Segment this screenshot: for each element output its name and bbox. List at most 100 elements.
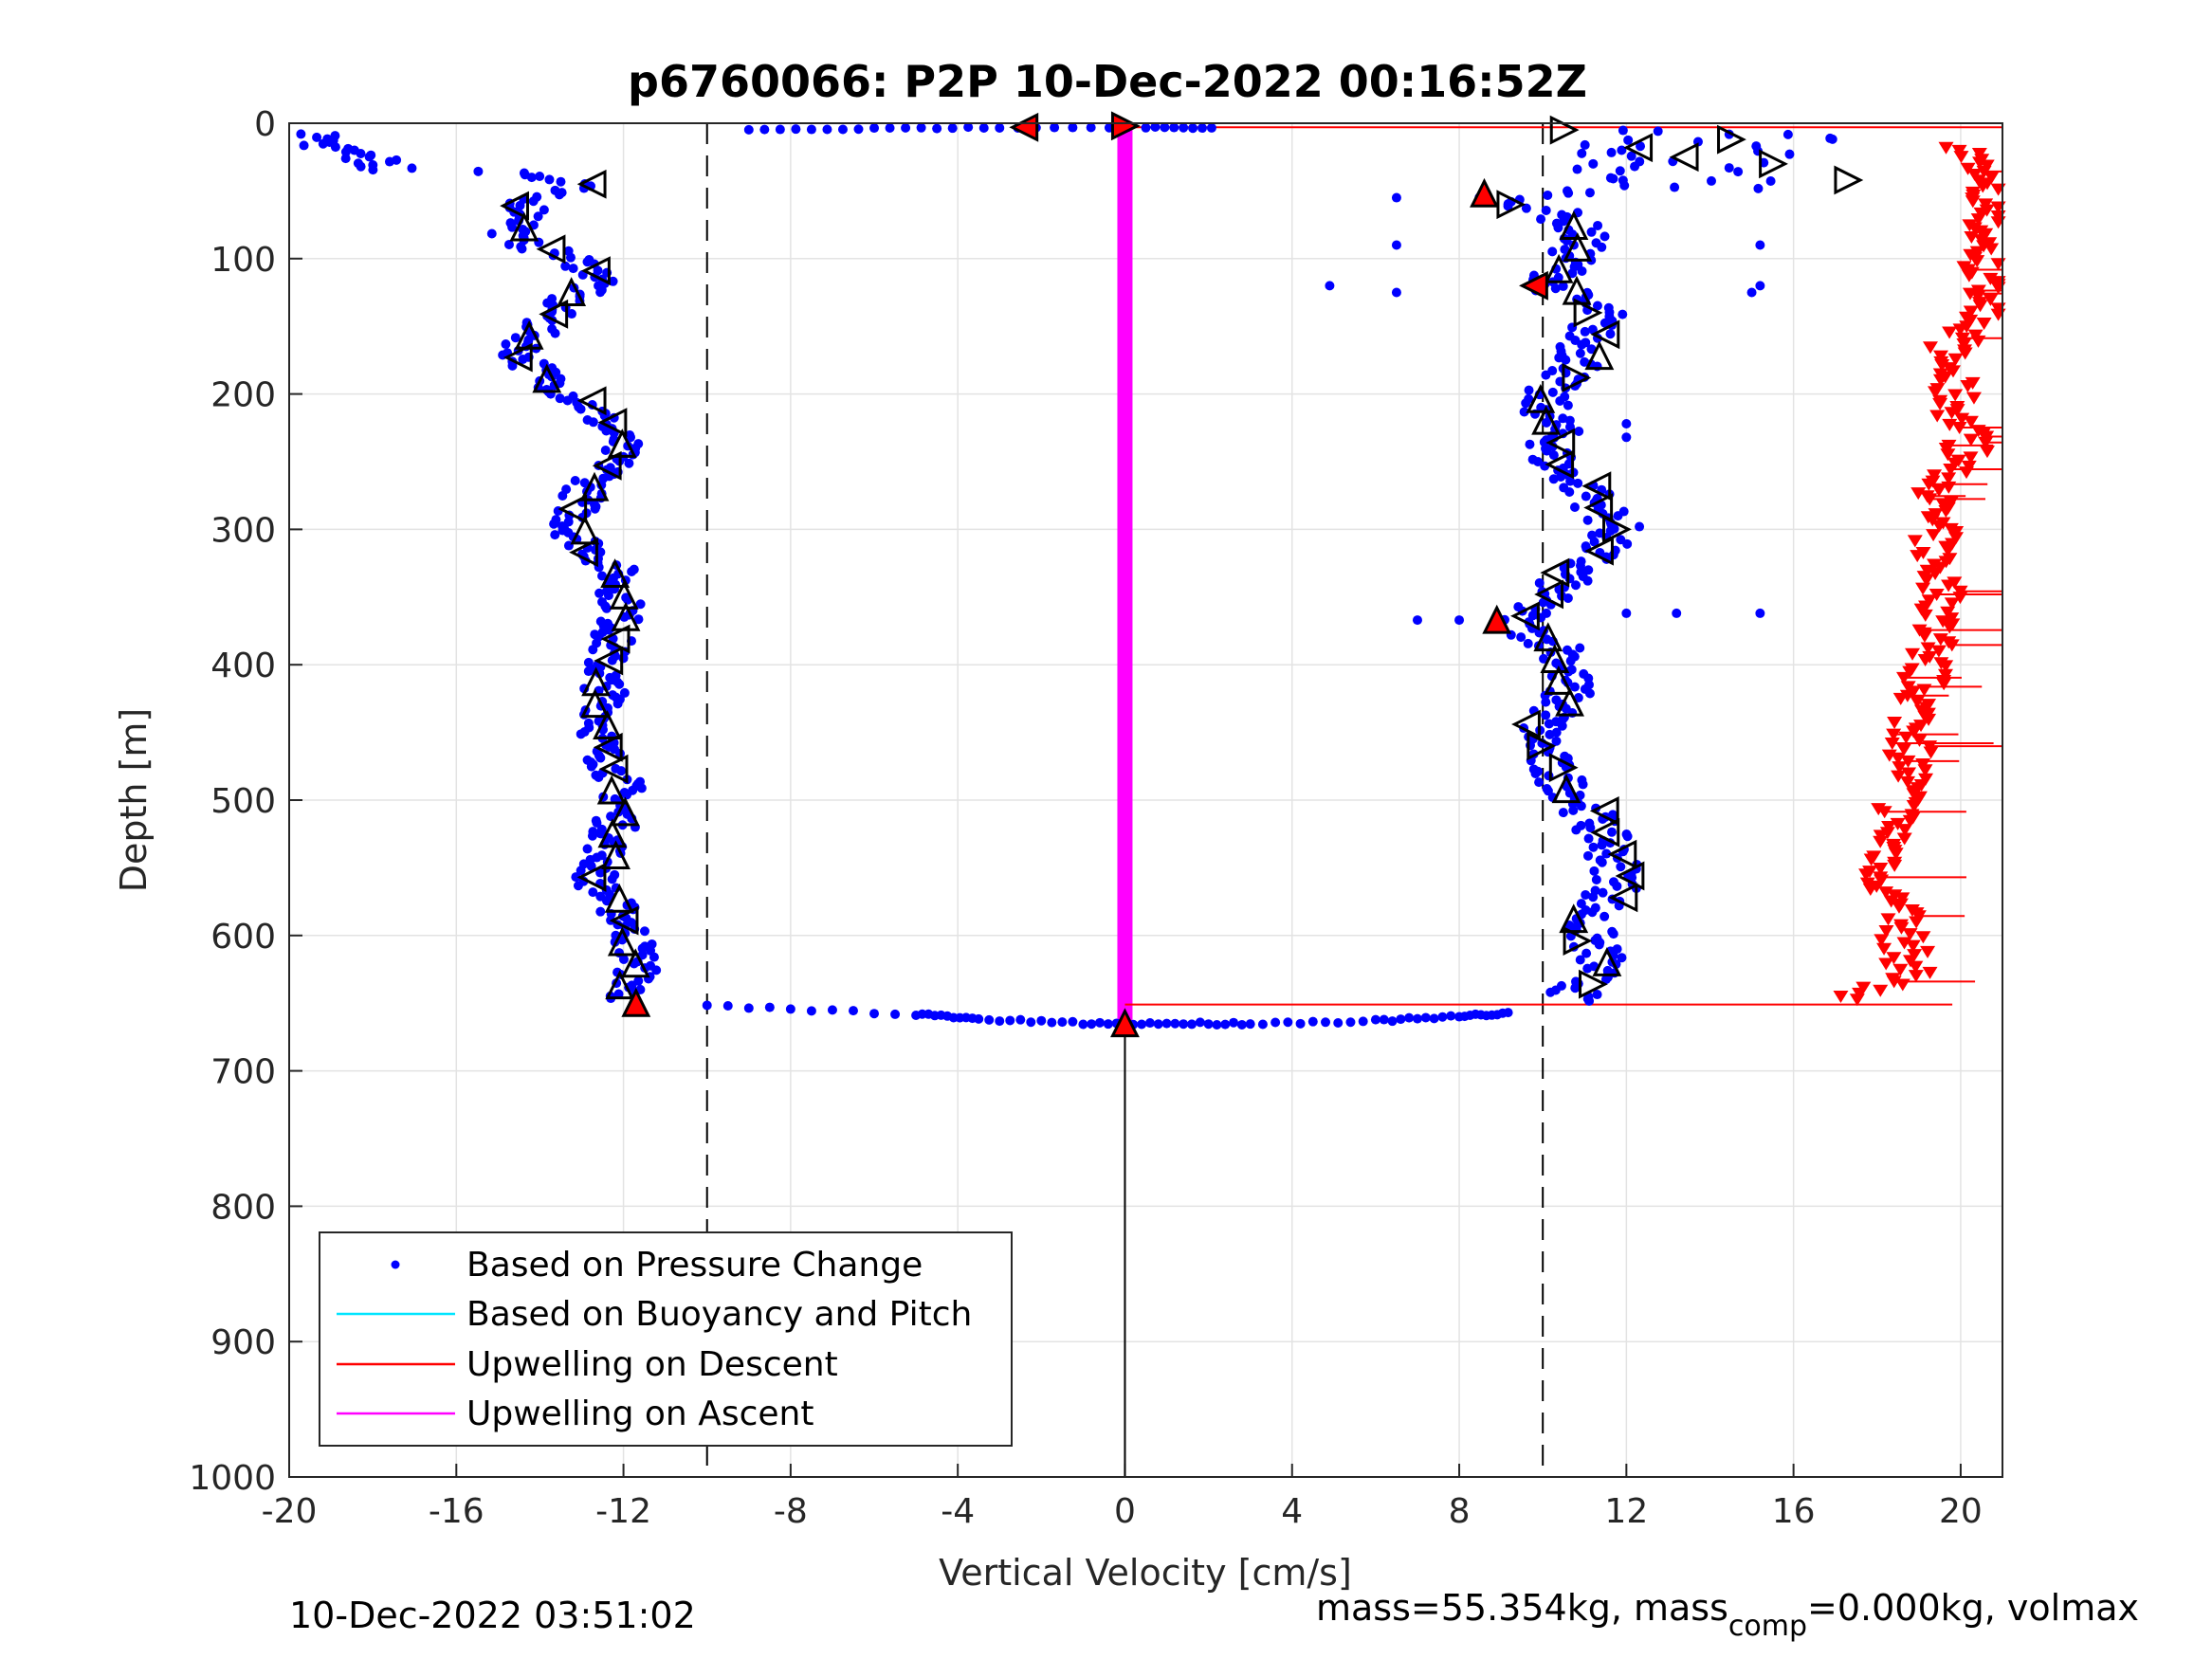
descent-upwelling-marker: [1897, 824, 1913, 837]
pressure-change-point: [1567, 229, 1578, 240]
descent-upwelling-marker: [1947, 353, 1964, 366]
descent-upwelling-marker: [1926, 529, 1942, 542]
buoyancy-pitch-marker: [1584, 536, 1614, 566]
pressure-change-point: [1574, 427, 1584, 437]
pressure-change-point: [570, 475, 580, 485]
pressure-change-point: [312, 132, 322, 142]
pressure-change-point: [340, 154, 351, 164]
y-tick-label: 500: [210, 782, 276, 821]
buoyancy-pitch-marker: [1717, 124, 1746, 155]
pressure-change-point: [1229, 1017, 1239, 1028]
x-tick-label: 12: [1604, 1492, 1648, 1531]
buoyancy-pitch-marker: [1510, 601, 1540, 631]
pressure-change-point: [588, 645, 598, 655]
pressure-change-point: [636, 783, 647, 793]
descent-upwelling-marker: [1932, 397, 1948, 410]
pressure-change-point: [510, 333, 521, 343]
buoyancy-pitch-marker: [1534, 579, 1564, 610]
pressure-change-point: [1621, 608, 1632, 618]
pressure-change-point: [1195, 1017, 1205, 1028]
pressure-change-point: [1087, 1019, 1097, 1030]
pressure-change-point: [1536, 214, 1546, 225]
pressure-change-point: [601, 426, 612, 436]
descent-upwelling-marker: [1896, 743, 1912, 757]
pressure-change-point: [1753, 183, 1764, 193]
pressure-change-point: [1245, 1019, 1255, 1030]
x-tick-label: -4: [941, 1492, 975, 1531]
pressure-change-point: [633, 614, 644, 625]
pressure-change-point: [1047, 1017, 1057, 1028]
pressure-change-point: [1577, 148, 1587, 158]
pressure-change-point: [1095, 1017, 1106, 1028]
pressure-change-point: [1307, 1016, 1318, 1027]
buoyancy-pitch-marker: [1544, 665, 1574, 695]
y-tick-label: 100: [210, 241, 276, 280]
pressure-change-point: [1755, 608, 1765, 618]
pressure-change-point: [356, 148, 366, 158]
x-tick-label: -8: [774, 1492, 808, 1531]
descent-upwelling-marker: [1893, 921, 1910, 935]
pressure-change-point: [364, 152, 375, 162]
buoyancy-pitch-marker: [1584, 340, 1615, 371]
pressure-change-point: [550, 530, 560, 540]
pressure-change-point: [1358, 1016, 1368, 1027]
pressure-change-point: [764, 1002, 775, 1012]
descent-upwelling-marker: [1972, 300, 1988, 313]
pressure-change-point: [1583, 833, 1594, 844]
descent-upwelling-marker: [1961, 269, 1977, 283]
pressure-change-point: [1577, 339, 1587, 350]
pressure-change-point: [1601, 848, 1612, 859]
chart-title: p6760066: P2P 10-Dec-2022 00:16:52Z: [628, 56, 1587, 107]
pressure-change-point: [1670, 182, 1680, 192]
descent-upwelling-marker: [1931, 483, 1947, 497]
pressure-change-point: [592, 817, 602, 828]
pressure-change-point: [624, 458, 634, 468]
pressure-change-point: [518, 355, 528, 365]
pressure-change-point: [590, 503, 600, 514]
pressure-change-point: [1584, 995, 1595, 1006]
pressure-change-point: [566, 309, 576, 319]
pressure-change-point: [618, 954, 629, 964]
descent-upwelling-marker: [1965, 195, 1981, 209]
pressure-change-point: [1561, 355, 1571, 365]
pressure-change-point: [1295, 1018, 1306, 1029]
pressure-change-point: [318, 138, 328, 149]
pressure-change-point: [1391, 240, 1401, 250]
buoyancy-pitch-marker: [1607, 839, 1637, 869]
pressure-change-point: [1538, 597, 1548, 608]
descent-upwelling-marker: [1917, 764, 1933, 777]
buoyancy-pitch-marker: [1759, 149, 1788, 179]
pressure-change-point: [1588, 892, 1599, 902]
pressure-change-point: [1057, 1017, 1068, 1028]
buoyancy-pitch-marker: [1551, 774, 1581, 804]
legend-label-buoyancy: Based on Buoyancy and Pitch: [466, 1295, 972, 1334]
descent-upwelling-marker: [1923, 746, 1939, 759]
pressure-change-point: [515, 200, 525, 210]
pressure-change-point: [595, 829, 606, 839]
pressure-change-point: [1592, 301, 1602, 311]
y-tick-label: 700: [210, 1053, 276, 1092]
x-tick-label: 20: [1939, 1492, 1983, 1531]
buoyancy-pitch-marker: [569, 538, 598, 568]
descent-upwelling-marker: [1887, 859, 1903, 872]
pressure-change-point: [1179, 122, 1189, 133]
pressure-change-point: [1592, 990, 1602, 1000]
pressure-change-point: [1622, 831, 1633, 842]
pressure-change-point: [1212, 1019, 1222, 1030]
pressure-change-point: [1563, 188, 1574, 198]
descent-upwelling-marker: [1894, 978, 1910, 992]
pressure-change-point: [1379, 1014, 1389, 1025]
pressure-change-point: [1600, 911, 1610, 921]
pressure-change-point: [1558, 413, 1568, 424]
pressure-change-point: [565, 252, 576, 263]
buoyancy-pitch-marker: [1581, 471, 1612, 501]
pressure-change-point: [1630, 161, 1640, 172]
pressure-change-point: [1103, 1019, 1113, 1030]
buoyancy-pitch-marker: [576, 386, 607, 416]
pressure-change-point: [1586, 227, 1597, 237]
pressure-change-point: [586, 861, 596, 871]
pressure-change-point: [1608, 929, 1618, 939]
pressure-change-point: [822, 124, 832, 135]
x-tick-labels: -20 -16 -12 -8 -4 0 4 8 12 16 20: [262, 1492, 1983, 1531]
descent-upwelling-marker: [1970, 213, 1986, 227]
